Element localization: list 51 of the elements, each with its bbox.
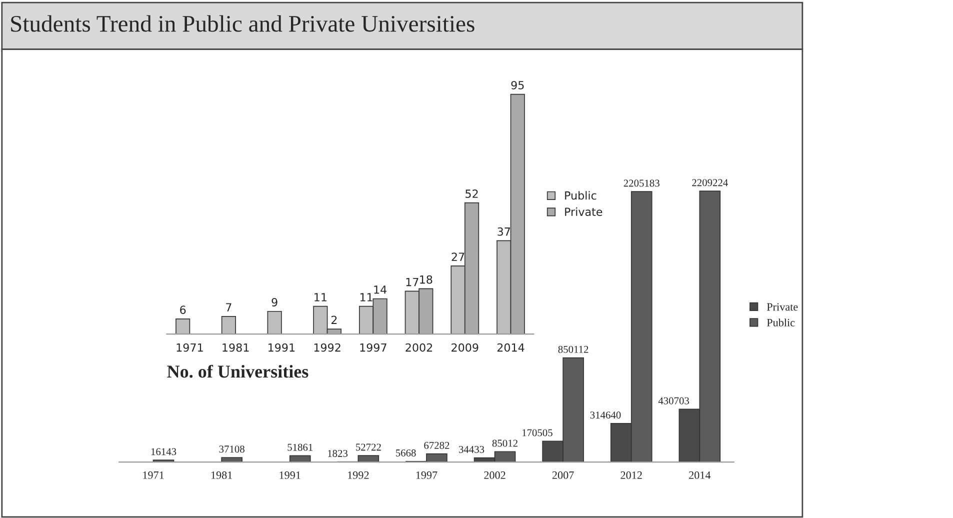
data-label: 67282	[424, 442, 450, 449]
data-label: 2209224	[692, 179, 728, 186]
x-axis-title: No. of Universities	[167, 364, 308, 378]
x-tick-label: 2002	[406, 343, 432, 352]
data-label: 2205183	[624, 180, 660, 187]
x-tick-label: 1971	[176, 343, 203, 352]
data-label: 34433	[458, 446, 484, 453]
x-tick-label: 1997	[416, 471, 438, 479]
data-label: 37	[498, 227, 510, 236]
data-label: 85012	[492, 440, 518, 447]
legend-label: Private	[766, 303, 798, 311]
data-label: 2	[331, 316, 337, 324]
data-label: 11	[360, 293, 372, 302]
data-label: 430703	[658, 397, 690, 404]
x-tick-label: 1992	[348, 471, 369, 479]
x-tick-label: 1992	[314, 343, 340, 352]
data-label: 16143	[151, 448, 176, 456]
data-label: 9	[272, 298, 278, 306]
x-tick-label: 2014	[689, 471, 711, 479]
x-tick-label: 2009	[452, 343, 478, 352]
data-label: 1823	[328, 450, 348, 457]
data-label: 52	[466, 190, 478, 198]
data-label: 27	[452, 252, 464, 261]
data-label: 52722	[356, 444, 381, 451]
legend-label: Public	[565, 191, 596, 200]
x-tick-label: 1981	[211, 471, 232, 479]
legend-label: Public	[766, 318, 795, 326]
data-label: 850112	[558, 346, 588, 353]
data-label: 95	[511, 80, 524, 90]
data-label: 5668	[396, 449, 416, 456]
data-label: 17	[406, 278, 418, 286]
data-label: 37108	[219, 446, 244, 453]
data-label: 6	[180, 306, 186, 314]
data-label: 11	[314, 293, 326, 302]
data-label: 314640	[590, 412, 621, 419]
data-label: 51861	[288, 444, 313, 451]
data-label: 7	[226, 303, 232, 312]
data-label: 14	[374, 286, 386, 294]
legend-label: Private	[565, 207, 602, 216]
x-tick-label: 1991	[268, 343, 295, 352]
data-label: 18	[420, 275, 432, 284]
x-tick-label: 2002	[484, 471, 506, 479]
x-tick-label: 2014	[497, 343, 524, 352]
data-label: 170505	[522, 429, 552, 436]
x-tick-label: 2012	[620, 471, 642, 479]
x-tick-label: 2007	[552, 471, 574, 479]
x-tick-label: 1997	[360, 343, 386, 352]
x-tick-label: 1981	[222, 343, 249, 352]
chart-title: Students Trend in Public and Private Universities	[11, 15, 474, 32]
x-tick-label: 1971	[143, 471, 164, 479]
x-tick-label: 1991	[280, 471, 300, 479]
